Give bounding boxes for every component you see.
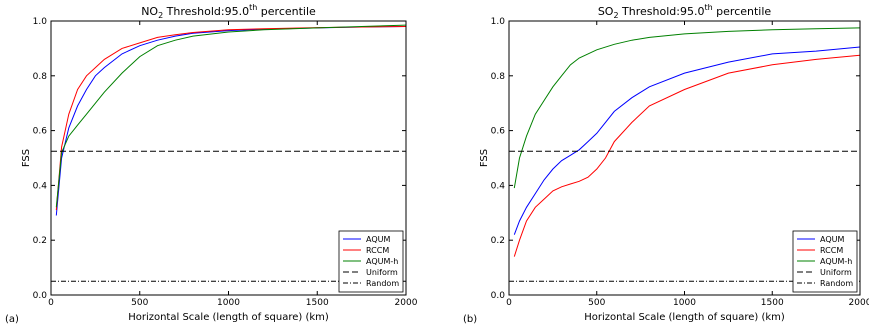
series-group bbox=[509, 27, 860, 282]
chart-title: SO2 Threshold:95.0th percentile bbox=[598, 3, 772, 20]
legend: AQUM RCCM AQUM-h Uniform Random bbox=[792, 230, 858, 293]
y-tick-label: 0.0 bbox=[33, 291, 48, 301]
y-tick-label: 0.2 bbox=[33, 236, 47, 246]
x-tick-label: 1500 bbox=[761, 298, 784, 308]
legend-label: RCCM bbox=[366, 246, 389, 255]
legend-label: AQUM-h bbox=[366, 257, 398, 266]
y-axis-label: FSS bbox=[479, 149, 490, 167]
chart-panel-2: 0 500 1000 1500 2000 0.0 0.2 0.4 0.6 0.8 1.0 Horizo… bbox=[463, 3, 869, 325]
legend-label: Uniform bbox=[366, 268, 398, 277]
x-tick-label: 500 bbox=[588, 298, 605, 308]
y-axis-label: FSS bbox=[21, 149, 32, 167]
x-tick-label: 0 bbox=[48, 298, 54, 308]
panel-label: (a) bbox=[5, 314, 19, 325]
legend-label: Uniform bbox=[820, 268, 852, 277]
x-tick-label: 1000 bbox=[673, 298, 696, 308]
x-tick-label: 500 bbox=[131, 298, 148, 308]
series-line-aqum bbox=[513, 46, 860, 235]
y-tick-label: 1.0 bbox=[33, 17, 48, 27]
y-tick-label: 0.6 bbox=[491, 127, 506, 137]
y-tick-label: 0.2 bbox=[491, 236, 505, 246]
x-tick-label: 2000 bbox=[849, 298, 869, 308]
legend-label: Random bbox=[366, 279, 399, 288]
title-part-sup: th bbox=[249, 3, 257, 12]
series-line-rccm bbox=[55, 26, 406, 211]
title-part-sup: th bbox=[704, 3, 712, 12]
y-tick-label: 1.0 bbox=[491, 17, 506, 27]
legend-label: AQUM bbox=[820, 235, 844, 244]
y-tick-label: 0.6 bbox=[33, 127, 48, 137]
series-line-aqum bbox=[55, 26, 406, 216]
series-group bbox=[51, 24, 406, 282]
legend-label: RCCM bbox=[820, 246, 843, 255]
panel-label: (b) bbox=[463, 314, 477, 325]
x-tick-label: 1500 bbox=[306, 298, 329, 308]
series-line-aqum-h bbox=[55, 24, 406, 208]
title-part-post: percentile bbox=[713, 5, 772, 18]
x-tick-label: 2000 bbox=[395, 298, 418, 308]
legend-label: AQUM bbox=[366, 235, 390, 244]
series-line-aqum-h bbox=[513, 27, 860, 189]
title-part-mid: Threshold:95.0 bbox=[163, 5, 249, 18]
x-tick-label: 1000 bbox=[217, 298, 240, 308]
legend-label: AQUM-h bbox=[820, 257, 852, 266]
title-part-pre: NO bbox=[141, 5, 158, 18]
chart-title: NO2 Threshold:95.0th percentile bbox=[141, 3, 316, 20]
x-axis-label: Horizontal Scale (length of square) (km) bbox=[128, 312, 329, 323]
legend-box bbox=[338, 230, 404, 293]
y-tick-label: 0.0 bbox=[491, 291, 506, 301]
y-tick-label: 0.4 bbox=[491, 181, 506, 191]
title-part-pre: SO bbox=[598, 5, 614, 18]
title-part-sub: 2 bbox=[158, 11, 163, 20]
title-part-post: percentile bbox=[257, 5, 316, 18]
x-tick-label: 0 bbox=[506, 298, 512, 308]
chart-panel-1: 0 500 1000 1500 2000 0.0 0.2 0.4 0.6 0.8 1.0 Horizo… bbox=[5, 3, 418, 325]
y-tick-label: 0.8 bbox=[491, 72, 506, 82]
legend: AQUM RCCM AQUM-h Uniform Random bbox=[338, 230, 404, 293]
legend-label: Random bbox=[820, 279, 853, 288]
y-tick-label: 0.8 bbox=[33, 72, 48, 82]
y-tick-label: 0.4 bbox=[33, 181, 48, 191]
series-line-rccm bbox=[513, 54, 860, 257]
x-axis-label: Horizontal Scale (length of square) (km) bbox=[584, 312, 785, 323]
title-part-mid: Threshold:95.0 bbox=[619, 5, 705, 18]
title-part-sub: 2 bbox=[613, 11, 618, 20]
